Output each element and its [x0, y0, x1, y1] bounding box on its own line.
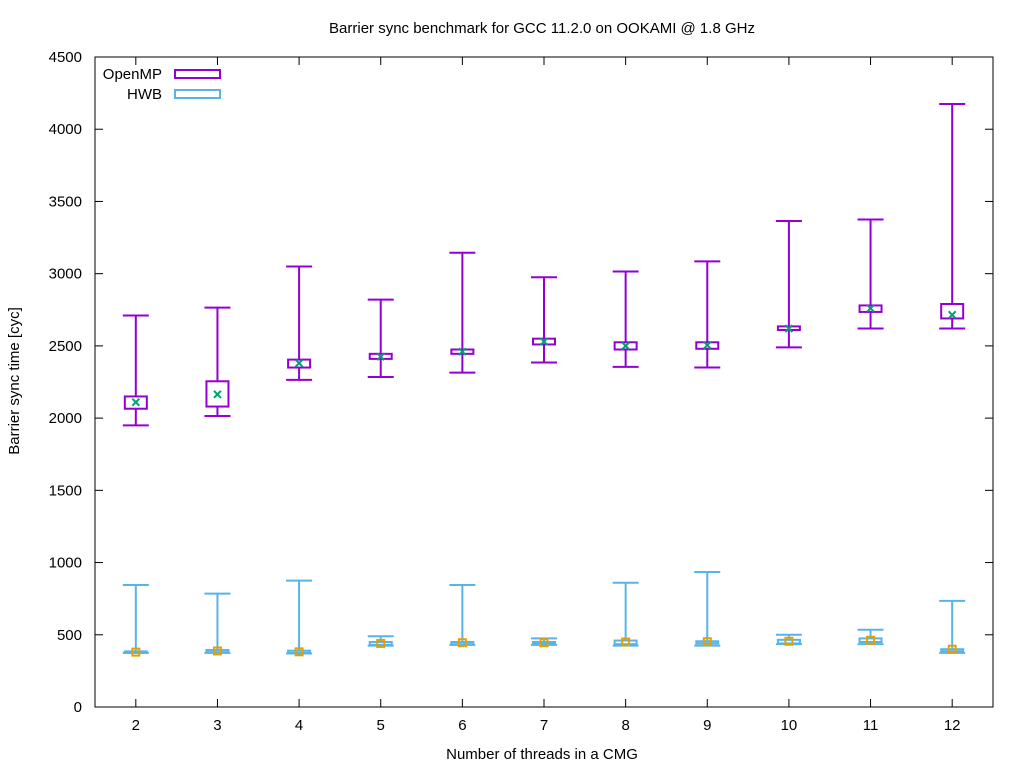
x-tick-label: 9 — [703, 717, 711, 734]
box — [532, 641, 556, 645]
box — [287, 649, 312, 654]
mean-marker — [212, 646, 222, 656]
box — [940, 648, 965, 653]
box — [858, 304, 883, 313]
mean-marker — [131, 398, 141, 407]
box — [695, 341, 720, 350]
box — [695, 640, 720, 645]
series-openmp — [122, 102, 966, 427]
x-tick-label: 12 — [944, 717, 961, 734]
y-tick-label: 4500 — [49, 49, 82, 66]
y-tick-label: 2000 — [49, 410, 82, 427]
mean-marker — [457, 638, 467, 648]
boxes-layer — [122, 102, 966, 657]
x-tick-label: 6 — [458, 717, 466, 734]
box — [123, 395, 148, 410]
legend-label-openmp: OpenMP — [103, 66, 162, 83]
mean-marker — [376, 352, 385, 361]
box — [205, 380, 230, 408]
legend: OpenMP HWB — [103, 66, 221, 103]
box — [776, 325, 801, 331]
x-tick-label: 10 — [781, 717, 798, 734]
mean-marker — [621, 341, 630, 351]
box — [776, 638, 801, 645]
box — [613, 341, 638, 351]
y-tick-label: 500 — [57, 627, 82, 644]
x-tick-label: 3 — [213, 717, 221, 734]
mean-marker — [866, 635, 876, 645]
legend-label-hwb: HWB — [127, 86, 162, 103]
box — [287, 358, 312, 369]
x-tick-label: 7 — [540, 717, 548, 734]
mean-marker — [458, 347, 467, 356]
mean-marker — [294, 359, 304, 368]
x-tick-label: 5 — [377, 717, 385, 734]
legend-swatch-openmp — [174, 69, 221, 79]
x-tick-label: 8 — [621, 717, 629, 734]
y-tick-label: 3000 — [49, 266, 82, 283]
mean-marker — [947, 310, 957, 320]
mean-marker — [947, 644, 957, 654]
box — [205, 648, 230, 654]
mean-marker — [539, 638, 549, 648]
mean-marker — [703, 340, 712, 350]
chart-title: Barrier sync benchmark for GCC 11.2.0 on… — [329, 20, 755, 37]
x-tick-label: 4 — [295, 717, 303, 734]
box — [532, 337, 556, 346]
series-hwb — [122, 570, 966, 657]
legend-swatch-hwb — [174, 89, 221, 99]
mean-marker — [539, 337, 549, 346]
y-tick-label: 1500 — [49, 482, 82, 499]
box — [450, 641, 475, 646]
mean-marker — [702, 637, 712, 647]
mean-marker — [131, 647, 141, 657]
mean-marker — [294, 647, 304, 657]
mean-marker — [376, 638, 386, 648]
y-tick-label: 4000 — [49, 121, 82, 138]
box — [368, 641, 393, 646]
ticks-layer: 0 500 1000 1500 2000 2500 3000 3500 4000 4500 2 3 4 5… — [49, 49, 993, 734]
box — [368, 352, 393, 360]
y-tick-label: 1000 — [49, 555, 82, 572]
box — [940, 303, 965, 320]
box — [613, 639, 638, 646]
y-tick-label: 3500 — [49, 193, 82, 210]
mean-marker — [784, 636, 794, 646]
box — [858, 637, 883, 644]
x-tick-label: 11 — [863, 717, 879, 734]
mean-marker — [213, 390, 222, 399]
box — [123, 650, 148, 654]
y-tick-label: 0 — [74, 699, 82, 716]
mean-marker — [866, 304, 875, 313]
x-axis-label: Number of threads in a CMG — [446, 746, 638, 763]
plot-frame — [94, 56, 994, 708]
y-tick-label: 2500 — [49, 338, 82, 355]
y-axis-label: Barrier sync time [cyc] — [6, 307, 23, 455]
mean-marker — [621, 637, 631, 647]
x-tick-label: 2 — [132, 717, 140, 734]
box — [450, 348, 475, 355]
mean-marker — [784, 324, 794, 333]
